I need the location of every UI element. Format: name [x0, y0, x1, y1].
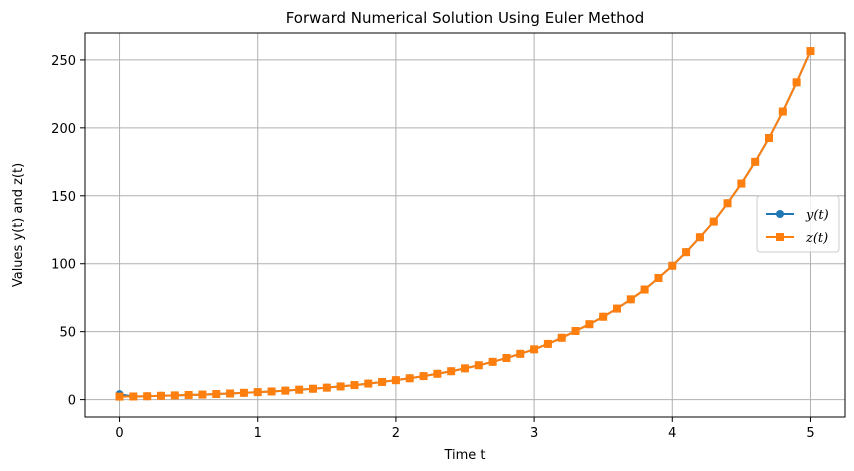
data-point — [281, 386, 290, 395]
legend-label-y: y(t) — [805, 208, 829, 223]
x-axis-label: Time t — [443, 448, 485, 463]
data-point — [682, 248, 691, 257]
data-point — [239, 388, 248, 397]
data-point — [184, 390, 193, 399]
series-line — [119, 50, 812, 398]
x-tick-label: 4 — [668, 426, 676, 441]
data-point — [806, 47, 815, 56]
data-point — [391, 376, 400, 385]
data-point — [419, 372, 428, 381]
data-point — [336, 382, 345, 391]
data-point — [322, 383, 331, 392]
data-point — [668, 261, 677, 270]
data-point — [433, 369, 442, 378]
x-tick-label: 1 — [254, 426, 262, 441]
data-point — [309, 384, 317, 393]
y-tick-label: 50 — [59, 326, 76, 341]
legend-label-z: z(t) — [805, 231, 828, 246]
data-point — [253, 388, 262, 397]
data-point — [654, 273, 663, 282]
data-point — [405, 374, 414, 383]
data-point — [516, 349, 525, 358]
series-line — [119, 50, 812, 398]
legend: y(t) z(t) — [756, 195, 840, 253]
data-point — [599, 312, 608, 321]
data-point — [543, 339, 552, 348]
data-point — [585, 320, 594, 329]
data-point — [488, 357, 497, 366]
data-point — [364, 379, 373, 388]
data-point — [765, 134, 773, 143]
data-point — [626, 295, 635, 304]
data-point — [115, 392, 124, 401]
y-axis-label: Values y(t) and z(t) — [11, 163, 26, 287]
data-point — [737, 179, 746, 188]
series-z — [115, 47, 815, 401]
x-tick-label: 3 — [530, 426, 538, 441]
data-point — [129, 392, 138, 401]
data-point — [295, 385, 304, 394]
data-point — [613, 304, 621, 313]
data-point — [170, 391, 179, 400]
data-point — [723, 199, 732, 208]
y-tick-label: 250 — [51, 54, 76, 69]
x-tick-label: 2 — [392, 426, 400, 441]
data-point — [198, 390, 207, 399]
plot-frame — [84, 32, 846, 418]
y-tick-label: 150 — [51, 190, 76, 205]
data-point — [378, 377, 387, 386]
series-layer — [115, 47, 815, 401]
data-point — [571, 326, 580, 335]
data-point — [502, 354, 511, 363]
data-point — [226, 389, 235, 398]
data-point — [530, 345, 539, 354]
chart-title: Forward Numerical Solution Using Euler M… — [286, 9, 645, 27]
series-y — [115, 47, 815, 401]
data-point — [350, 381, 359, 390]
y-tick-label: 200 — [51, 122, 76, 137]
data-point — [778, 107, 787, 116]
data-point — [751, 157, 760, 166]
data-point — [447, 367, 456, 376]
data-point — [267, 387, 276, 396]
grid-lines — [85, 33, 845, 417]
data-point — [792, 78, 801, 87]
data-point — [157, 391, 165, 400]
x-tick-label: 5 — [806, 426, 814, 441]
x-tick-label: 0 — [115, 426, 123, 441]
data-point — [709, 217, 718, 226]
data-point — [557, 333, 566, 342]
data-point — [212, 390, 221, 399]
data-point — [461, 364, 469, 373]
data-point — [695, 233, 704, 242]
y-tick-label: 0 — [68, 394, 76, 409]
legend-marker-z — [776, 233, 784, 241]
data-point — [143, 392, 152, 401]
y-tick-label: 100 — [51, 258, 76, 273]
data-point — [640, 285, 649, 294]
data-point — [474, 361, 483, 370]
legend-marker-y — [776, 210, 784, 218]
